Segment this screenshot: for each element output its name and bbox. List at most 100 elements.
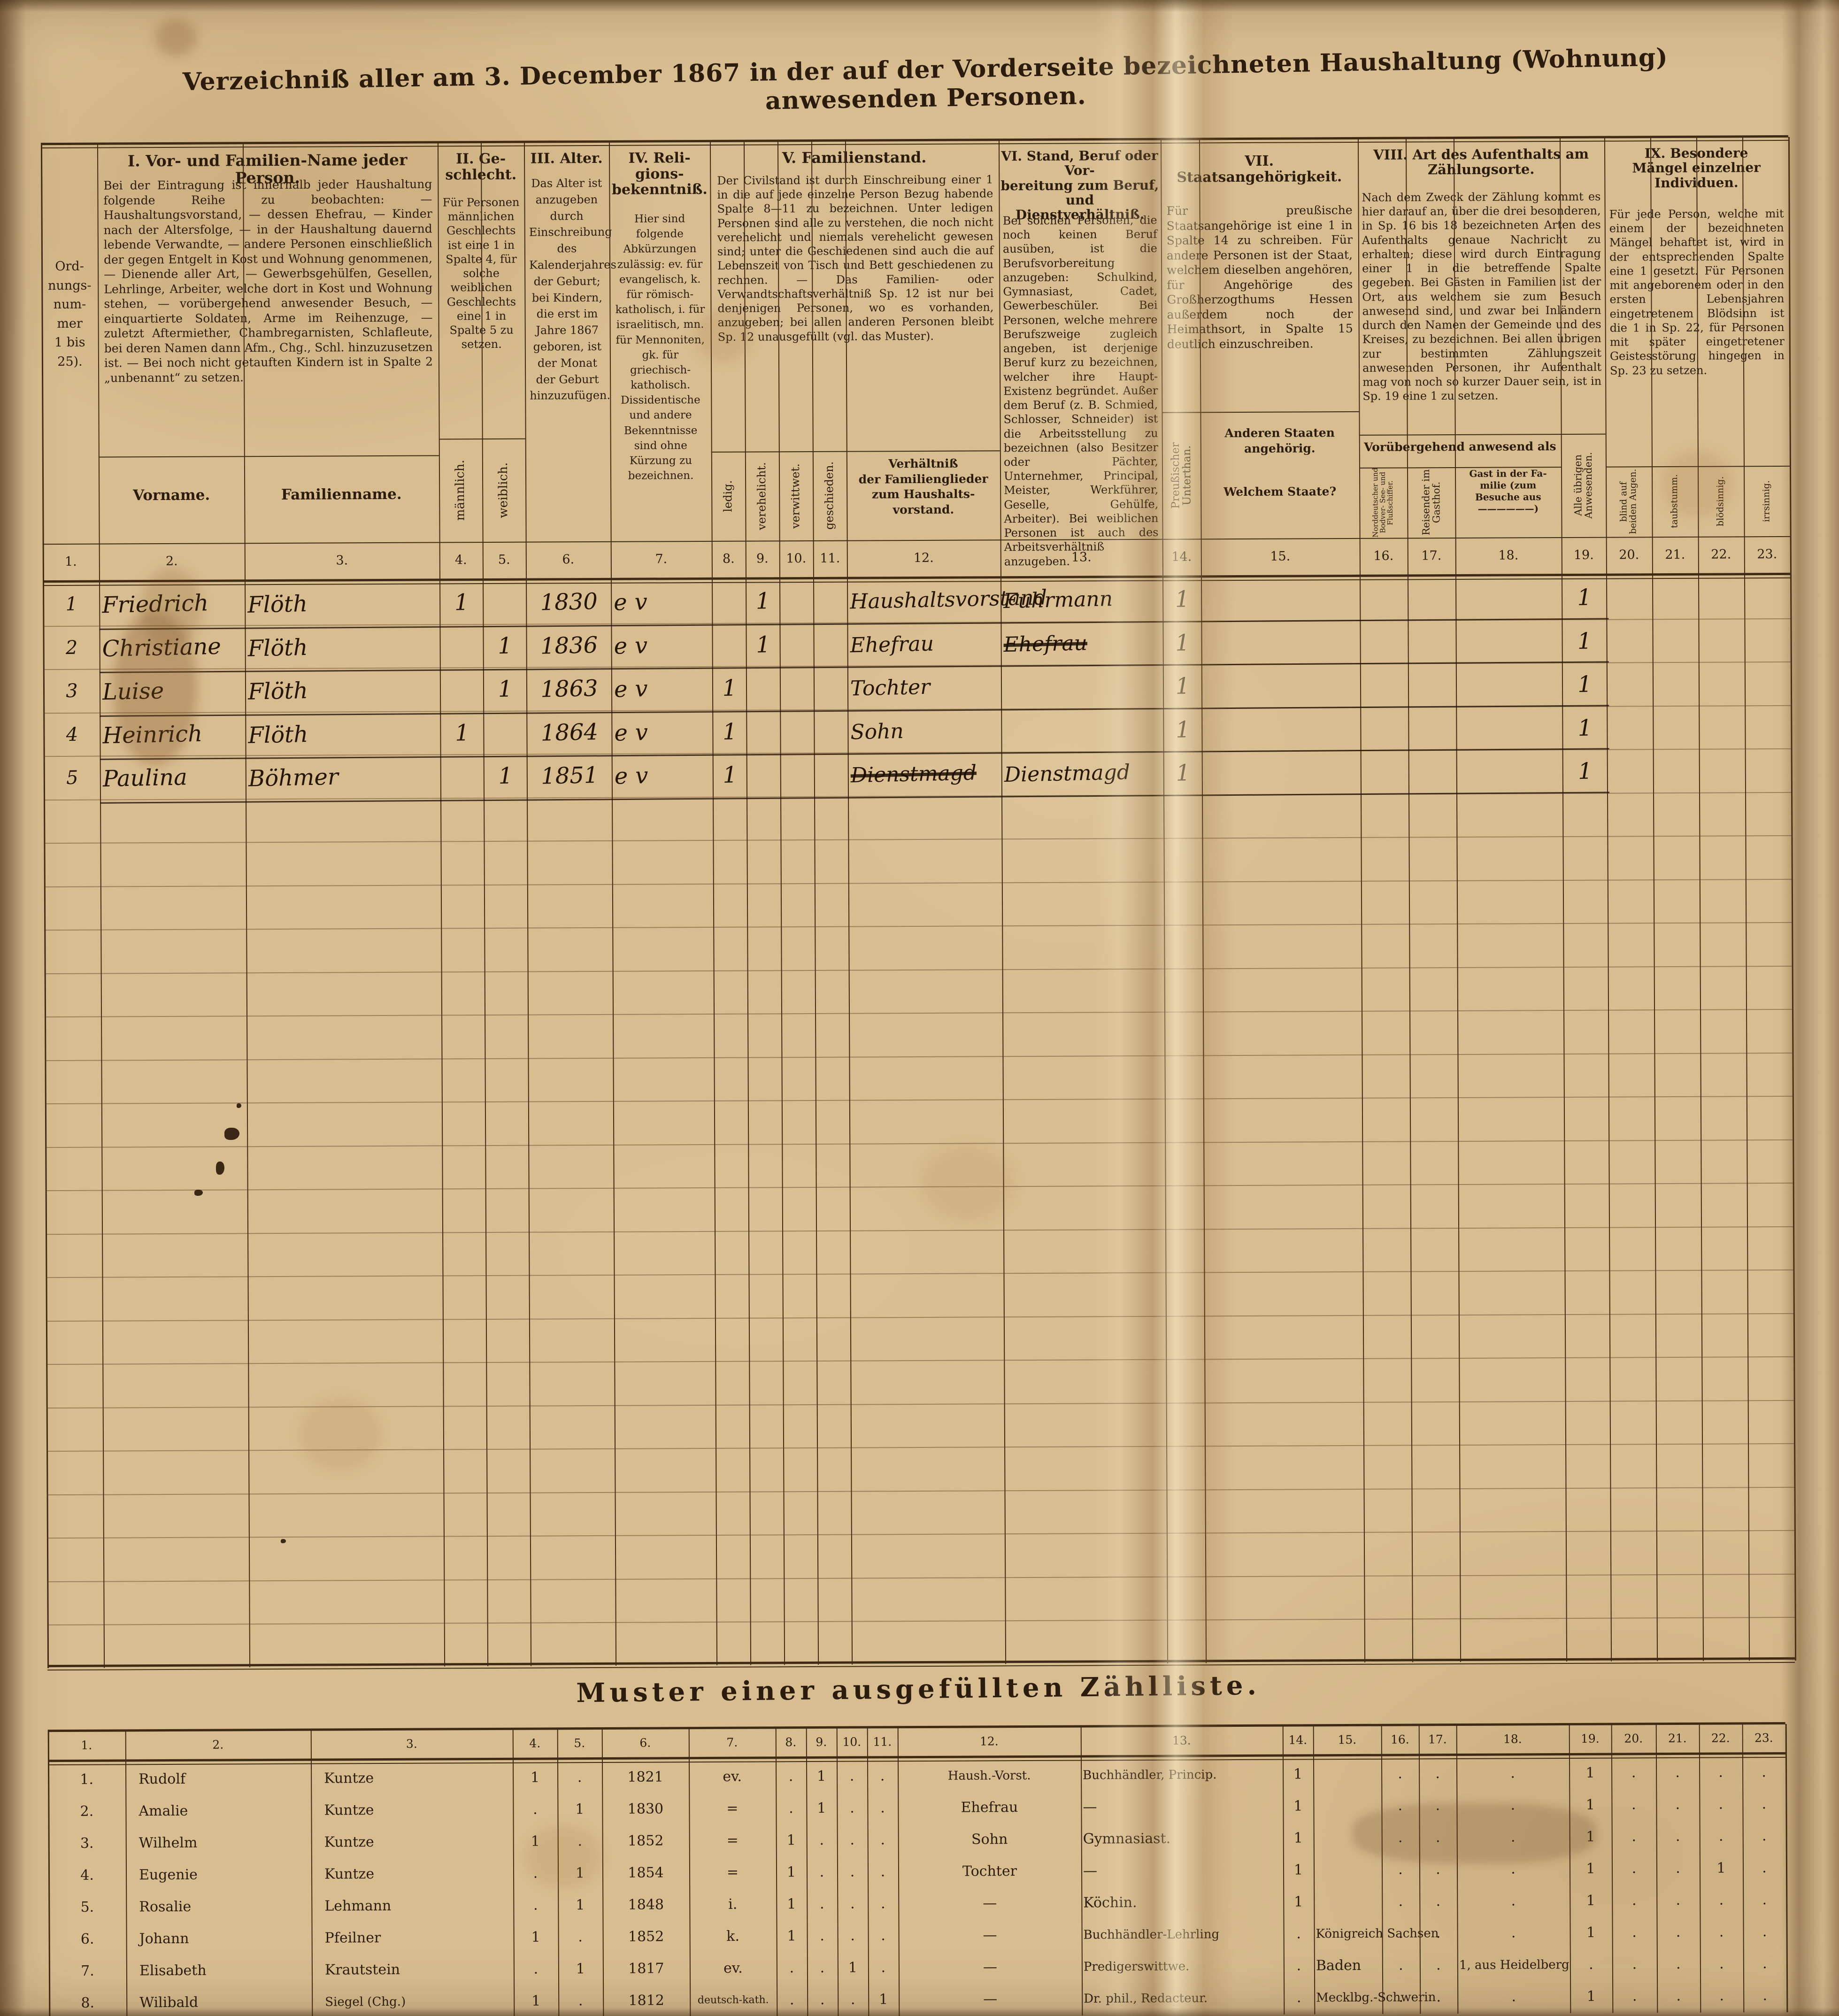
sample-row-cell: 1812 — [628, 1992, 664, 2009]
sample-row-cell: Amalie — [139, 1802, 188, 1820]
main-row-cell: 1 — [442, 582, 481, 625]
main-row-value: Flöth — [247, 677, 308, 705]
sample-row-cell: Köchin. — [1083, 1894, 1137, 1911]
main-row-cell: 1 — [1564, 707, 1605, 750]
main-row-value: Ehefrau — [850, 631, 934, 657]
group3-title: III. Alter. — [530, 150, 603, 167]
sample-row-cell: 1 — [787, 1928, 796, 1945]
row-rule — [44, 965, 1792, 974]
sample-row-cell: Lehmann — [324, 1897, 392, 1915]
main-row-value: 4 — [66, 723, 78, 746]
muster-title: Muster einer ausgefüllten Zählliste. — [576, 1670, 1261, 1709]
group5-title: V. Familienstand. — [782, 148, 927, 167]
sample-row-cell: Kuntze — [324, 1770, 374, 1787]
sample-row-cell: 1 — [1293, 1862, 1303, 1878]
sample-row-cell: 1848 — [628, 1896, 664, 1913]
main-row-cell: 1 — [1165, 579, 1200, 622]
main-row-cell: 1 — [1565, 751, 1606, 794]
col-uebrige-header: Alle übrigen Anwesenden. — [1561, 434, 1606, 537]
sample-row-cell: 1 — [531, 1993, 541, 2009]
sample-row-cell: . — [1589, 1956, 1593, 1973]
row-rule — [46, 1486, 1794, 1495]
grid-vline — [709, 141, 718, 1665]
sample-row-cell: . — [578, 1929, 583, 1946]
sample-row-cell: — — [1083, 1799, 1097, 1816]
main-row-cell — [782, 667, 812, 710]
col-vorname-header: Vorname. — [133, 486, 210, 504]
sample-row-cell: 1852 — [627, 1832, 664, 1849]
sample-row-cell: . — [1510, 1765, 1515, 1782]
main-row-cell — [442, 669, 482, 712]
main-row-cell — [782, 624, 812, 667]
main-row-value: 2 — [65, 637, 78, 659]
sample-row-cell: . — [533, 1801, 538, 1818]
sample-row-cell: . — [788, 1768, 793, 1785]
col-maennlich-label: männlich. — [453, 460, 468, 521]
main-row-value: 1 — [1175, 716, 1191, 743]
sample-row-cell: 1. — [80, 1771, 94, 1788]
column-number: 2. — [165, 554, 178, 569]
sample-row-cell: . — [1399, 1989, 1404, 2006]
sample-row-cell: . — [578, 1993, 583, 2009]
main-row-cell: Haushaltsvorstand — [849, 579, 1047, 624]
sample-row-cell: Rosalie — [139, 1898, 192, 1916]
col-uebrige-label: Alle übrigen Anwesenden. — [1572, 452, 1594, 519]
main-row-cell: Flöth — [247, 624, 439, 670]
sample-row-cell: . — [1296, 1989, 1301, 2006]
sample-row-cell: 1 — [1586, 1924, 1596, 1941]
main-row-cell: Tochter — [850, 665, 1000, 711]
main-row-cell: Dienstmagd — [1004, 752, 1162, 797]
sample-row-cell: . — [850, 1991, 855, 2008]
main-row-cell: 1 — [748, 581, 778, 623]
column-number: 1. — [64, 554, 77, 569]
main-row-cell: Ehefrau — [850, 622, 1000, 668]
main-row-cell — [714, 581, 744, 623]
sample-row-cell: Buchhändler, Princip. — [1083, 1768, 1217, 1783]
main-row-value: 1 — [498, 762, 513, 790]
column-number: 22. — [1711, 547, 1731, 562]
column-number: 4. — [454, 553, 467, 568]
main-row-value: ev — [614, 762, 656, 790]
sample-row-cell: Wilhelm — [139, 1834, 198, 1852]
main-row-cell: Luise — [102, 669, 244, 715]
main-row-value: 1 — [1175, 586, 1190, 613]
main-row-cell: 1 — [1564, 620, 1605, 663]
row-rule — [46, 1313, 1793, 1322]
grid-vline — [1785, 1724, 1788, 2012]
main-row-cell: 1836 — [529, 624, 610, 669]
col-ledig-label: ledig. — [721, 480, 735, 512]
column-number: 16. — [1390, 1732, 1409, 1747]
sample-row-cell: . — [820, 1991, 825, 2008]
main-row-cell: 1830 — [528, 581, 609, 625]
sample-row-cell: k. — [726, 1928, 740, 1945]
sample-row-cell: 4. — [80, 1867, 94, 1884]
sample-row-cell: . — [881, 1927, 885, 1944]
main-row-cell — [816, 667, 846, 710]
sample-row-cell: 1 — [1585, 1796, 1595, 1813]
sample-row-cell: 1 — [575, 1801, 585, 1818]
row-rule — [47, 1616, 1795, 1626]
sample-row-cell: . — [1510, 1797, 1516, 1814]
main-row-cell: ev — [613, 580, 710, 624]
main-row-cell: 1851 — [529, 754, 610, 799]
column-number: 5. — [498, 552, 510, 567]
sample-row-cell: . — [1719, 1955, 1724, 1972]
main-row-cell — [816, 711, 846, 754]
sample-row-cell: . — [1631, 1796, 1636, 1813]
sample-row-cell: . — [1675, 1764, 1680, 1781]
grid-hline — [711, 450, 1000, 453]
grid-hline — [1162, 411, 1359, 413]
col-preussischer-unterthan-header: Preußischer Unterthan. — [1162, 412, 1200, 539]
voruebergehend-band: Vorübergehend anwesend als — [1364, 439, 1556, 454]
sample-row-cell: — — [983, 1959, 997, 1976]
sample-row-cell: . — [533, 1897, 538, 1914]
sample-row-cell: 1 — [786, 1832, 796, 1849]
row-rule — [46, 1356, 1794, 1365]
main-row-value: 1 — [722, 675, 737, 702]
col-reisender-label: Reisender im Gasthof. — [1420, 469, 1442, 536]
sample-row-cell: Kuntze — [324, 1866, 375, 1883]
main-row-value: Flöth — [247, 721, 308, 749]
sample-row-cell: 1 — [1586, 1860, 1595, 1877]
sample-row-cell: Krautstein — [324, 1961, 400, 1978]
sample-row-cell: . — [1632, 1956, 1637, 1973]
